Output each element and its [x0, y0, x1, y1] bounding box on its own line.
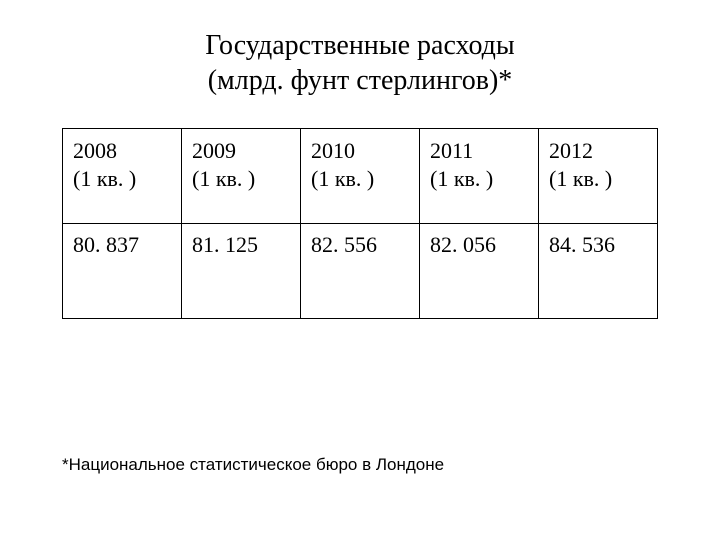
header-quarter: (1 кв. ): [549, 165, 647, 193]
table-header-row: 2008 (1 кв. ) 2009 (1 кв. ) 2010 (1 кв. …: [63, 129, 658, 224]
header-quarter: (1 кв. ): [311, 165, 409, 193]
table-data-row: 80. 837 81. 125 82. 556 82. 056 84. 536: [63, 224, 658, 319]
table-data-cell: 81. 125: [182, 224, 301, 319]
table-header-cell: 2009 (1 кв. ): [182, 129, 301, 224]
title-line-1: Государственные расходы: [205, 30, 514, 61]
table-data-cell: 82. 056: [420, 224, 539, 319]
header-year: 2012: [549, 137, 647, 165]
page-title: Государственные расходы (млрд. фунт стер…: [0, 0, 720, 128]
table-data-cell: 84. 536: [539, 224, 658, 319]
header-quarter: (1 кв. ): [73, 165, 171, 193]
table-header-cell: 2012 (1 кв. ): [539, 129, 658, 224]
table-header-cell: 2010 (1 кв. ): [301, 129, 420, 224]
table-header-cell: 2008 (1 кв. ): [63, 129, 182, 224]
footnote: *Национальное статистическое бюро в Лонд…: [62, 455, 444, 475]
table-header-cell: 2011 (1 кв. ): [420, 129, 539, 224]
table-data-cell: 80. 837: [63, 224, 182, 319]
header-year: 2011: [430, 137, 528, 165]
header-year: 2009: [192, 137, 290, 165]
header-year: 2008: [73, 137, 171, 165]
header-year: 2010: [311, 137, 409, 165]
data-table: 2008 (1 кв. ) 2009 (1 кв. ) 2010 (1 кв. …: [62, 128, 658, 319]
title-line-2: (млрд. фунт стерлингов)*: [208, 65, 513, 96]
table-container: 2008 (1 кв. ) 2009 (1 кв. ) 2010 (1 кв. …: [0, 128, 720, 319]
header-quarter: (1 кв. ): [430, 165, 528, 193]
header-quarter: (1 кв. ): [192, 165, 290, 193]
table-data-cell: 82. 556: [301, 224, 420, 319]
